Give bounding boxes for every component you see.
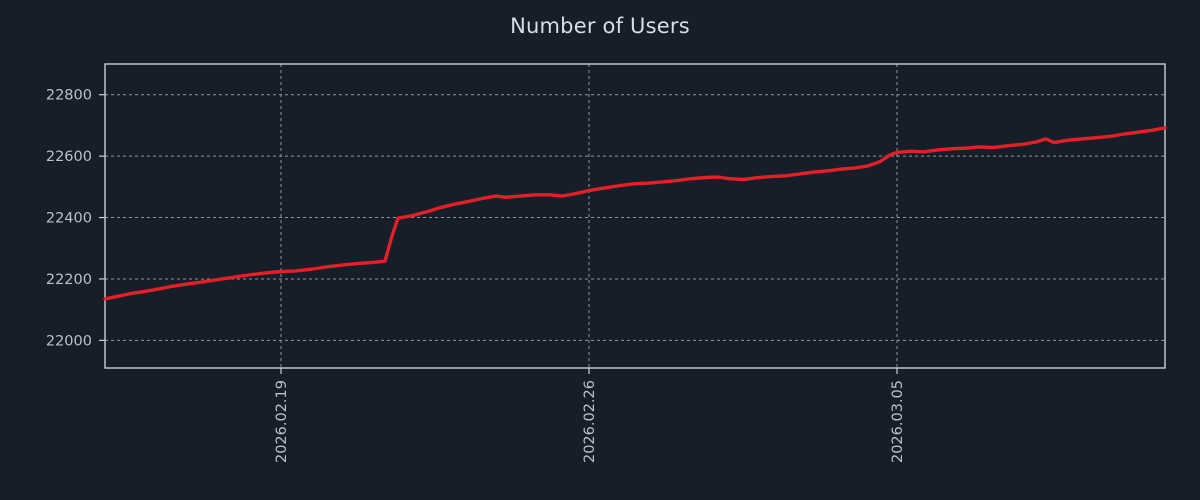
y-tick-label: 22800 — [46, 88, 92, 104]
users-line-series — [103, 126, 1167, 301]
x-gridlines — [280, 64, 898, 374]
y-tick-label: 22400 — [46, 211, 92, 227]
chart-title: Number of Users — [510, 14, 690, 38]
x-tick-label: 2026.03.05 — [890, 380, 906, 463]
y-axis-tick-labels: 22000 22200 22400 22600 22800 — [46, 88, 92, 350]
x-tick-label: 2026.02.26 — [582, 380, 598, 463]
y-tick-label: 22600 — [46, 149, 92, 165]
x-axis-tick-labels: 2026.02.19 2026.02.26 2026.03.05 — [274, 380, 906, 463]
y-tick-label: 22200 — [46, 272, 92, 288]
x-tick-label: 2026.02.19 — [274, 380, 290, 463]
y-tick-label: 22000 — [46, 333, 92, 349]
plot-frame — [104, 63, 1166, 369]
y-gridlines — [99, 94, 1165, 341]
